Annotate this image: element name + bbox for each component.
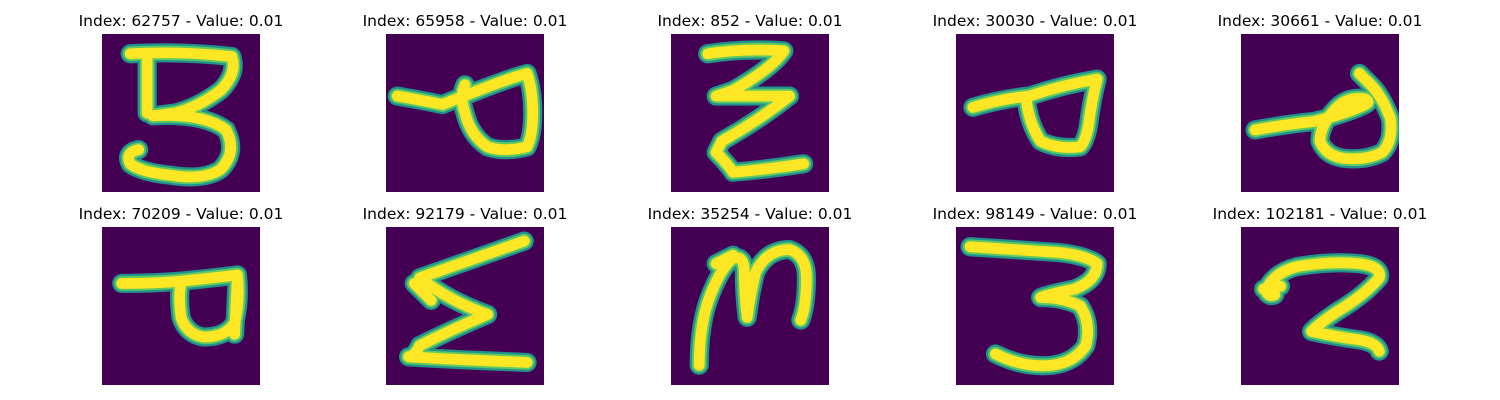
- digit-image-3: [956, 227, 1114, 385]
- panel-title: Index: 98149 - Value: 0.01: [932, 205, 1138, 223]
- panel-title: Index: 852 - Value: 0.01: [657, 12, 843, 30]
- digit-stroke: [967, 73, 1103, 153]
- digit-image-zigzag: [386, 227, 544, 385]
- digit-stroke: [710, 249, 739, 270]
- digit-stroke: [229, 269, 243, 340]
- digit-stroke: [1261, 286, 1281, 301]
- digit-panel-8: Index: 35254 - Value: 0.01: [640, 205, 860, 395]
- digit-image-2: [1241, 227, 1399, 385]
- digit-image-N: [671, 227, 829, 385]
- panel-title: Index: 65958 - Value: 0.01: [362, 12, 568, 30]
- digit-panel-10: Index: 102181 - Value: 0.01: [1210, 205, 1430, 395]
- panel-title: Index: 70209 - Value: 0.01: [78, 205, 284, 223]
- digit-stroke: [1261, 257, 1385, 357]
- digit-stroke: [702, 44, 809, 178]
- digit-image-sideways-loop: [386, 34, 544, 192]
- digit-stroke: [123, 47, 239, 183]
- digit-panel-5: Index: 30661 - Value: 0.01: [1210, 12, 1430, 202]
- digit-panel-7: Index: 92179 - Value: 0.01: [355, 205, 575, 395]
- panel-title: Index: 30661 - Value: 0.01: [1217, 12, 1423, 30]
- panel-title: Index: 102181 - Value: 0.01: [1212, 205, 1428, 223]
- panel-title: Index: 62757 - Value: 0.01: [78, 12, 284, 30]
- digit-panel-9: Index: 98149 - Value: 0.01: [925, 205, 1145, 395]
- digit-image-zigzag: [671, 34, 829, 192]
- digit-image-3: [102, 34, 260, 192]
- image-background: [1241, 227, 1399, 385]
- digit-stroke: [391, 68, 539, 156]
- digit-image-sideways-loop: [956, 34, 1114, 192]
- digit-panel-6: Index: 70209 - Value: 0.01: [71, 205, 291, 395]
- digit-stroke: [1249, 68, 1397, 165]
- digit-panel-1: Index: 62757 - Value: 0.01: [71, 12, 291, 202]
- digit-stroke: [964, 241, 1103, 372]
- panel-title: Index: 92179 - Value: 0.01: [362, 205, 568, 223]
- digit-stroke: [403, 235, 533, 368]
- panel-title: Index: 35254 - Value: 0.01: [647, 205, 853, 223]
- digit-image-P: [102, 227, 260, 385]
- digit-panel-3: Index: 852 - Value: 0.01: [640, 12, 860, 202]
- digit-panel-4: Index: 30030 - Value: 0.01: [925, 12, 1145, 202]
- panel-title: Index: 30030 - Value: 0.01: [932, 12, 1138, 30]
- digit-stroke: [693, 244, 812, 371]
- digit-stroke: [408, 278, 437, 306]
- digit-image-sideways-loop: [1241, 34, 1399, 192]
- digit-panel-2: Index: 65958 - Value: 0.01: [355, 12, 575, 202]
